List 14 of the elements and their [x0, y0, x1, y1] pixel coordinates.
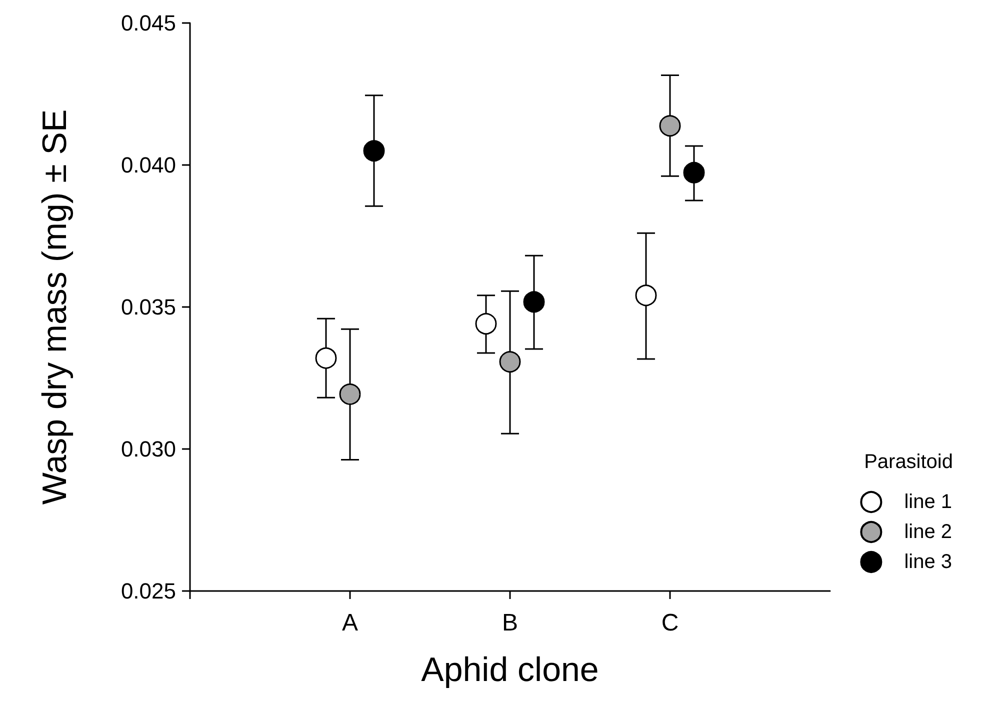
legend-label: line 2: [904, 521, 952, 543]
y-axis-title: Wasp dry mass (mg) ± SE: [36, 109, 74, 505]
legend-label: line 1: [904, 491, 952, 513]
y-tick-label: 0.045: [120, 10, 176, 36]
legend-title: Parasitoid: [864, 451, 953, 473]
x-axis-title: Aphid clone: [421, 651, 599, 689]
y-tick-label: 0.035: [120, 294, 176, 320]
y-tick-label: 0.040: [120, 152, 176, 178]
x-tick-label: B: [502, 610, 518, 636]
y-tick-label: 0.025: [120, 578, 176, 604]
y-tick-label: 0.030: [120, 436, 176, 462]
x-tick-label: A: [342, 610, 358, 636]
legend-label: line 3: [904, 551, 952, 573]
x-tick-label: C: [661, 610, 679, 636]
